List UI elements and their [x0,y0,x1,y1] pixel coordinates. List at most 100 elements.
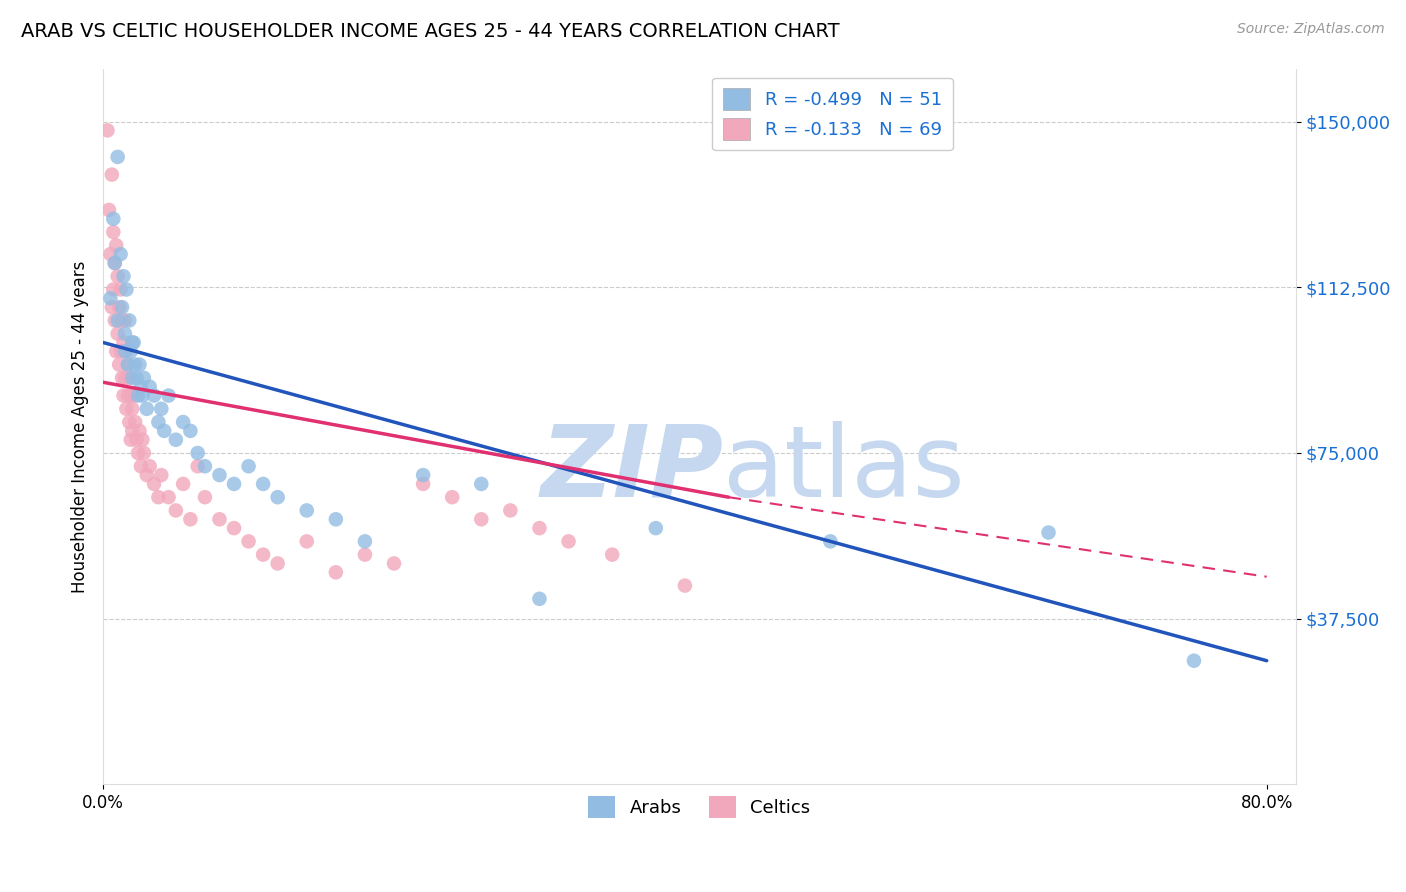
Point [101,168,124,182]
Point [143,477,166,491]
Point [115,401,138,416]
Y-axis label: Householder Income Ages 25 - 44 years: Householder Income Ages 25 - 44 years [72,260,89,592]
Point [128,424,150,438]
Point [673,578,696,592]
Point [124,415,146,429]
Point [114,326,136,341]
Point [107,313,129,327]
Point [354,534,377,549]
Point [187,446,209,460]
Point [129,380,152,394]
Point [266,557,288,571]
Point [252,548,274,562]
Point [222,521,245,535]
Point [295,503,318,517]
Point [103,283,125,297]
Point [165,503,187,517]
Text: ARAB VS CELTIC HOUSEHOLDER INCOME AGES 25 - 44 YEARS CORRELATION CHART: ARAB VS CELTIC HOUSEHOLDER INCOME AGES 2… [21,22,839,41]
Point [412,477,434,491]
Point [148,415,170,429]
Point [111,371,134,385]
Point [104,256,127,270]
Point [103,211,125,226]
Point [165,433,187,447]
Point [124,358,146,372]
Point [529,521,551,535]
Point [100,247,122,261]
Point [148,490,170,504]
Point [135,468,157,483]
Point [194,490,217,504]
Point [143,388,166,402]
Point [266,490,288,504]
Point [238,534,260,549]
Point [110,247,132,261]
Point [120,344,142,359]
Point [1038,525,1060,540]
Point [107,269,129,284]
Point [470,512,492,526]
Point [118,371,141,385]
Point [172,477,194,491]
Point [121,371,143,385]
Point [529,591,551,606]
Point [125,371,148,385]
Point [111,313,134,327]
Point [820,534,842,549]
Point [354,548,377,562]
Point [108,358,131,372]
Text: ZIP: ZIP [540,421,723,518]
Point [125,433,148,447]
Point [112,335,135,350]
Point [120,433,142,447]
Point [557,534,579,549]
Point [100,291,122,305]
Point [325,566,347,580]
Point [117,358,139,372]
Point [114,344,136,359]
Point [132,446,155,460]
Point [153,424,176,438]
Point [104,256,127,270]
Point [441,490,464,504]
Point [114,313,136,327]
Point [179,424,201,438]
Point [208,468,231,483]
Point [117,358,139,372]
Legend: Arabs, Celtics: Arabs, Celtics [581,789,818,825]
Point [105,344,128,359]
Point [118,313,141,327]
Point [382,557,405,571]
Point [138,459,160,474]
Point [115,344,138,359]
Point [101,300,124,314]
Text: atlas: atlas [723,421,965,518]
Point [110,283,132,297]
Point [412,468,434,483]
Point [103,225,125,239]
Point [135,401,157,416]
Point [295,534,318,549]
Point [600,548,623,562]
Point [238,459,260,474]
Point [127,446,149,460]
Point [121,401,143,416]
Point [118,415,141,429]
Point [122,388,145,402]
Point [131,388,153,402]
Point [138,380,160,394]
Point [172,415,194,429]
Point [150,468,173,483]
Point [121,335,143,350]
Point [122,335,145,350]
Point [157,388,180,402]
Point [129,459,152,474]
Point [115,283,138,297]
Text: Source: ZipAtlas.com: Source: ZipAtlas.com [1237,22,1385,37]
Point [110,344,132,359]
Point [114,371,136,385]
Point [179,512,201,526]
Point [120,388,142,402]
Point [105,238,128,252]
Point [112,269,135,284]
